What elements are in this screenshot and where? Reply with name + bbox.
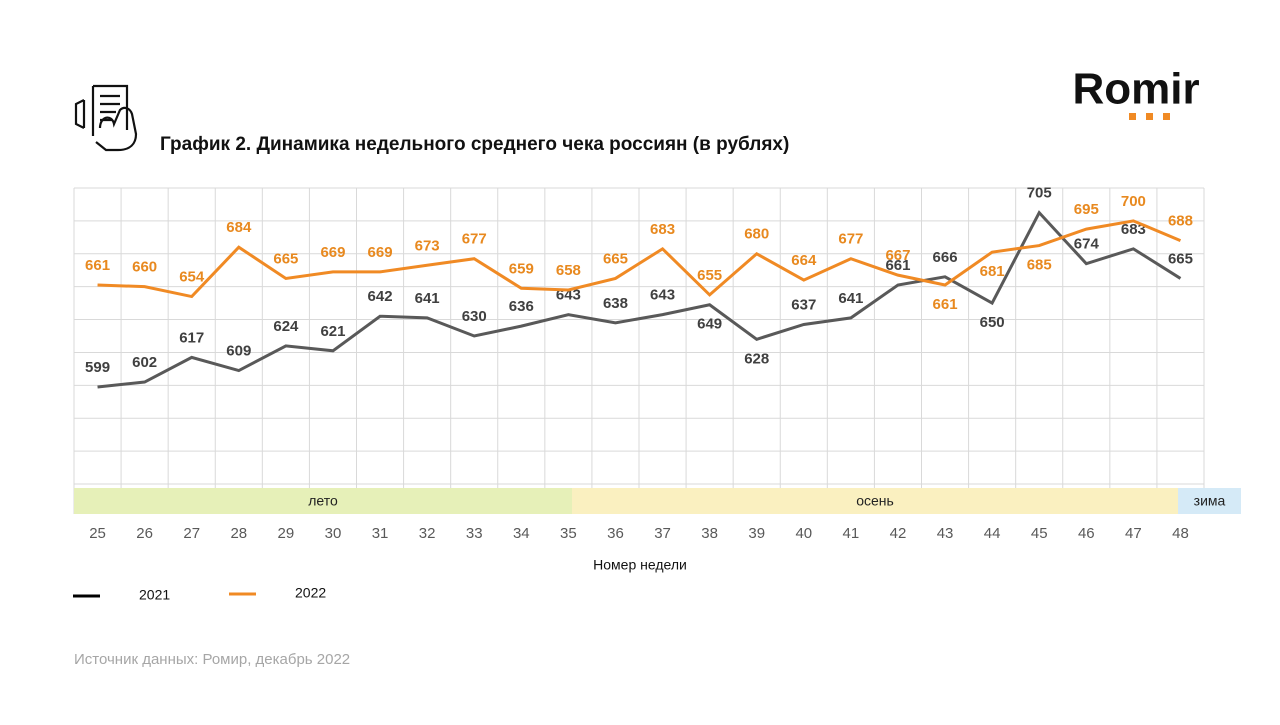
x-tick-label: 46 xyxy=(1078,525,1095,542)
data-label: 624 xyxy=(273,318,299,335)
season-label: лето xyxy=(308,493,338,509)
x-tick-label: 29 xyxy=(278,525,295,542)
data-label: 654 xyxy=(179,269,205,286)
x-tick-label: 37 xyxy=(654,525,671,542)
series-line xyxy=(97,219,1182,299)
data-label: 664 xyxy=(791,252,817,269)
data-label: 630 xyxy=(462,308,487,325)
data-label: 665 xyxy=(273,250,298,267)
data-label: 655 xyxy=(697,267,722,284)
x-tick-label: 43 xyxy=(937,525,954,542)
chart-title: График 2. Динамика недельного среднего ч… xyxy=(160,134,789,155)
x-tick-label: 45 xyxy=(1031,525,1048,542)
x-tick-label: 32 xyxy=(419,525,436,542)
logo-dots xyxy=(1129,113,1170,120)
data-label: 628 xyxy=(744,350,769,367)
logo: Romir xyxy=(1072,65,1199,114)
x-tick-label: 35 xyxy=(560,525,577,542)
x-tick-label: 25 xyxy=(89,525,106,542)
legend-label: 2022 xyxy=(295,585,326,601)
series-line xyxy=(97,210,1182,389)
data-label: 665 xyxy=(1168,250,1193,267)
x-tick-label: 47 xyxy=(1125,525,1142,542)
x-tick-label: 40 xyxy=(795,525,812,542)
x-tick-label: 26 xyxy=(136,525,153,542)
x-tick-label: 31 xyxy=(372,525,389,542)
x-tick-label: 33 xyxy=(466,525,483,542)
legend-label: 2021 xyxy=(139,587,170,603)
data-label: 677 xyxy=(462,231,487,248)
data-label: 669 xyxy=(320,244,345,261)
data-label: 680 xyxy=(744,226,769,243)
x-tick-label: 48 xyxy=(1172,525,1189,542)
data-label: 684 xyxy=(226,219,252,236)
data-label: 642 xyxy=(368,288,393,305)
data-label: 641 xyxy=(415,290,440,307)
data-label: 636 xyxy=(509,298,534,315)
data-label: 688 xyxy=(1168,213,1193,230)
x-axis-label: Номер недели xyxy=(593,557,687,573)
x-tick-label: 34 xyxy=(513,525,530,542)
data-label: 609 xyxy=(226,343,251,360)
season-label: осень xyxy=(856,493,894,509)
data-label: 661 xyxy=(85,257,110,274)
season-band xyxy=(74,488,572,514)
data-label: 638 xyxy=(603,295,628,312)
data-label: 621 xyxy=(320,323,345,340)
data-label: 667 xyxy=(885,247,910,264)
data-label: 666 xyxy=(933,249,958,266)
x-tick-label: 27 xyxy=(183,525,200,542)
data-label: 599 xyxy=(85,359,110,376)
x-tick-label: 42 xyxy=(890,525,907,542)
data-label: 677 xyxy=(838,231,863,248)
data-label: 617 xyxy=(179,329,204,346)
season-label: зима xyxy=(1194,493,1226,509)
x-tick-label: 38 xyxy=(701,525,718,542)
x-tick-label: 36 xyxy=(607,525,624,542)
data-label: 683 xyxy=(650,221,675,238)
data-label: 602 xyxy=(132,354,157,371)
season-band xyxy=(1178,488,1241,514)
data-label: 641 xyxy=(838,290,863,307)
season-band xyxy=(572,488,1178,514)
data-label: 681 xyxy=(980,263,1005,280)
data-label: 659 xyxy=(509,260,534,277)
data-label: 637 xyxy=(791,296,816,313)
data-label: 643 xyxy=(650,287,675,304)
x-tick-label: 28 xyxy=(230,525,247,542)
source-note: Источник данных: Ромир, декабрь 2022 xyxy=(74,651,350,668)
x-tick-label: 44 xyxy=(984,525,1001,542)
data-label: 661 xyxy=(933,296,958,313)
data-label: 674 xyxy=(1074,236,1100,253)
data-label: 649 xyxy=(697,316,722,333)
data-label: 658 xyxy=(556,262,581,279)
data-label: 665 xyxy=(603,250,628,267)
data-label: 661 xyxy=(885,257,910,274)
receipt-icon xyxy=(74,84,138,152)
data-label: 660 xyxy=(132,259,157,276)
x-tick-label: 39 xyxy=(748,525,765,542)
data-label: 705 xyxy=(1027,185,1052,202)
data-label: 685 xyxy=(1027,257,1052,274)
x-tick-label: 41 xyxy=(843,525,860,542)
data-label: 673 xyxy=(415,237,440,254)
x-tick-label: 30 xyxy=(325,525,342,542)
data-label: 669 xyxy=(368,244,393,261)
data-label: 700 xyxy=(1121,193,1146,210)
data-label: 650 xyxy=(980,314,1005,331)
data-label: 695 xyxy=(1074,201,1099,218)
